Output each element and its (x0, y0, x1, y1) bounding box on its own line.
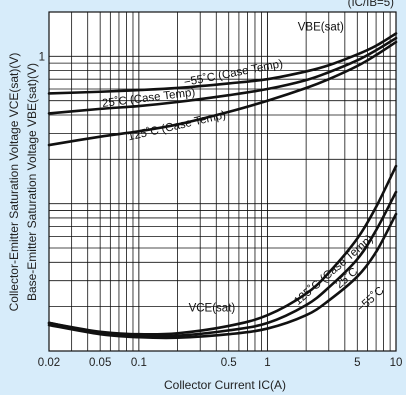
x-tick-label: 10 (390, 357, 403, 369)
x-axis-label: Collector Current IC(A) (164, 378, 286, 392)
x-tick-label: 0.1 (131, 357, 147, 369)
condition-label: (IC/IB=5) (348, 0, 395, 9)
x-tick-label: 0.5 (221, 357, 237, 369)
tick-labels: 0.02 0.05 0.1 0.5 1 5 10 1 (38, 51, 403, 369)
x-tick-label: 0.05 (89, 357, 111, 369)
series-line-5 (47, 190, 398, 338)
y-axis-label-line-1: Collector-Emitter Saturation Voltage VCE… (7, 53, 21, 312)
x-tick-label: 0.02 (38, 357, 60, 369)
series-line-1 (47, 32, 398, 95)
x-tick-label: 1 (264, 357, 270, 369)
series-line-6 (47, 212, 398, 340)
y-tick-label: 1 (39, 51, 45, 63)
series-line-3 (47, 40, 398, 147)
y-axis-label-line-2: Base-Emitter Saturation Voltage VBE(sat)… (25, 63, 39, 301)
curve-label-1: VBE(sat) (298, 21, 344, 33)
series-line-2 (47, 36, 398, 115)
grid (48, 12, 397, 351)
x-tick-label: 5 (354, 357, 360, 369)
curves (47, 32, 398, 340)
curve-label-5: VCE(sat) (189, 303, 236, 315)
